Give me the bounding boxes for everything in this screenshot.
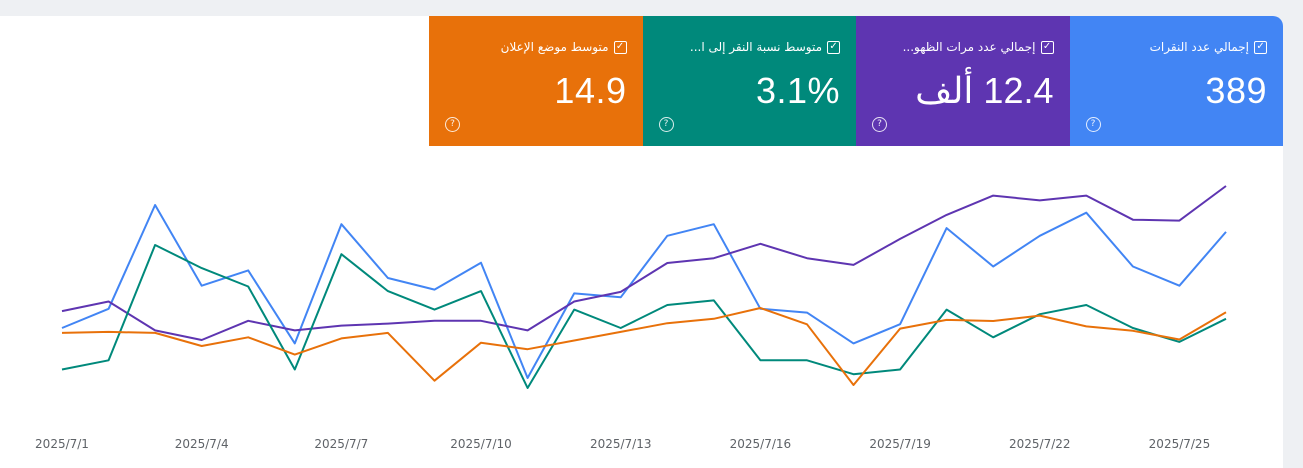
metric-tile-header: ✓ متوسط موضع الإعلان bbox=[441, 40, 627, 54]
help-icon[interactable]: ? bbox=[1085, 117, 1101, 132]
x-tick-label: 2025/7/25 bbox=[1149, 437, 1211, 451]
metric-label: إجمالي عدد النقرات bbox=[1149, 40, 1249, 54]
help-icon[interactable]: ? bbox=[872, 117, 887, 132]
metric-label: إجمالي عدد مرات الظهو... bbox=[902, 40, 1036, 54]
metric-tiles: ✓ متوسط موضع الإعلان 14.9? ✓ متوسط نسبة النق… bbox=[429, 16, 1283, 146]
x-tick-label: 2025/7/7 bbox=[314, 437, 368, 451]
metric-tile-3[interactable]: ✓ متوسط موضع الإعلان 14.9? bbox=[429, 16, 643, 146]
metric-label: متوسط نسبة النقر إلى ا... bbox=[689, 40, 822, 54]
x-tick-label: 2025/7/10 bbox=[450, 437, 512, 451]
metric-checkbox-icon[interactable]: ✓ bbox=[827, 40, 840, 54]
metric-value: 389 bbox=[1205, 70, 1267, 111]
metric-value: 3.1% bbox=[755, 70, 840, 111]
series-line-2 bbox=[61, 244, 1227, 389]
x-tick-label: 2025/7/1 bbox=[35, 437, 89, 451]
metric-label: متوسط موضع الإعلان bbox=[500, 40, 609, 54]
metric-checkbox-icon[interactable]: ✓ bbox=[613, 40, 627, 54]
x-tick-label: 2025/7/16 bbox=[730, 437, 792, 451]
help-icon[interactable]: ? bbox=[445, 117, 460, 132]
metric-tile-header: ✓ متوسط نسبة النقر إلى ا... bbox=[655, 40, 840, 54]
metric-tile-1[interactable]: ✓ إجمالي عدد مرات الظهو... 12.4 ألف? bbox=[856, 16, 1070, 146]
metric-tile-0[interactable]: ✓ إجمالي عدد النقرات 389? bbox=[1069, 16, 1283, 146]
x-tick-label: 2025/7/19 bbox=[869, 437, 931, 451]
metric-checkbox-icon[interactable]: ✓ bbox=[1254, 40, 1267, 54]
series-line-3 bbox=[61, 307, 1227, 386]
x-tick-label: 2025/7/22 bbox=[1009, 437, 1071, 451]
series-line-0 bbox=[61, 204, 1227, 379]
metric-tile-header: ✓ إجمالي عدد النقرات bbox=[1082, 40, 1267, 54]
metric-tile-header: ✓ إجمالي عدد مرات الظهو... bbox=[868, 40, 1054, 54]
metric-value: 14.9 bbox=[554, 70, 627, 111]
help-icon[interactable]: ? bbox=[658, 117, 674, 132]
metric-checkbox-icon[interactable]: ✓ bbox=[1040, 40, 1054, 54]
metric-tile-2[interactable]: ✓ متوسط نسبة النقر إلى ا... 3.1%? bbox=[642, 16, 856, 146]
series-line-1 bbox=[61, 185, 1227, 341]
x-tick-label: 2025/7/4 bbox=[175, 437, 229, 451]
x-tick-label: 2025/7/13 bbox=[590, 437, 652, 451]
metric-value: 12.4 ألف bbox=[915, 70, 1054, 111]
